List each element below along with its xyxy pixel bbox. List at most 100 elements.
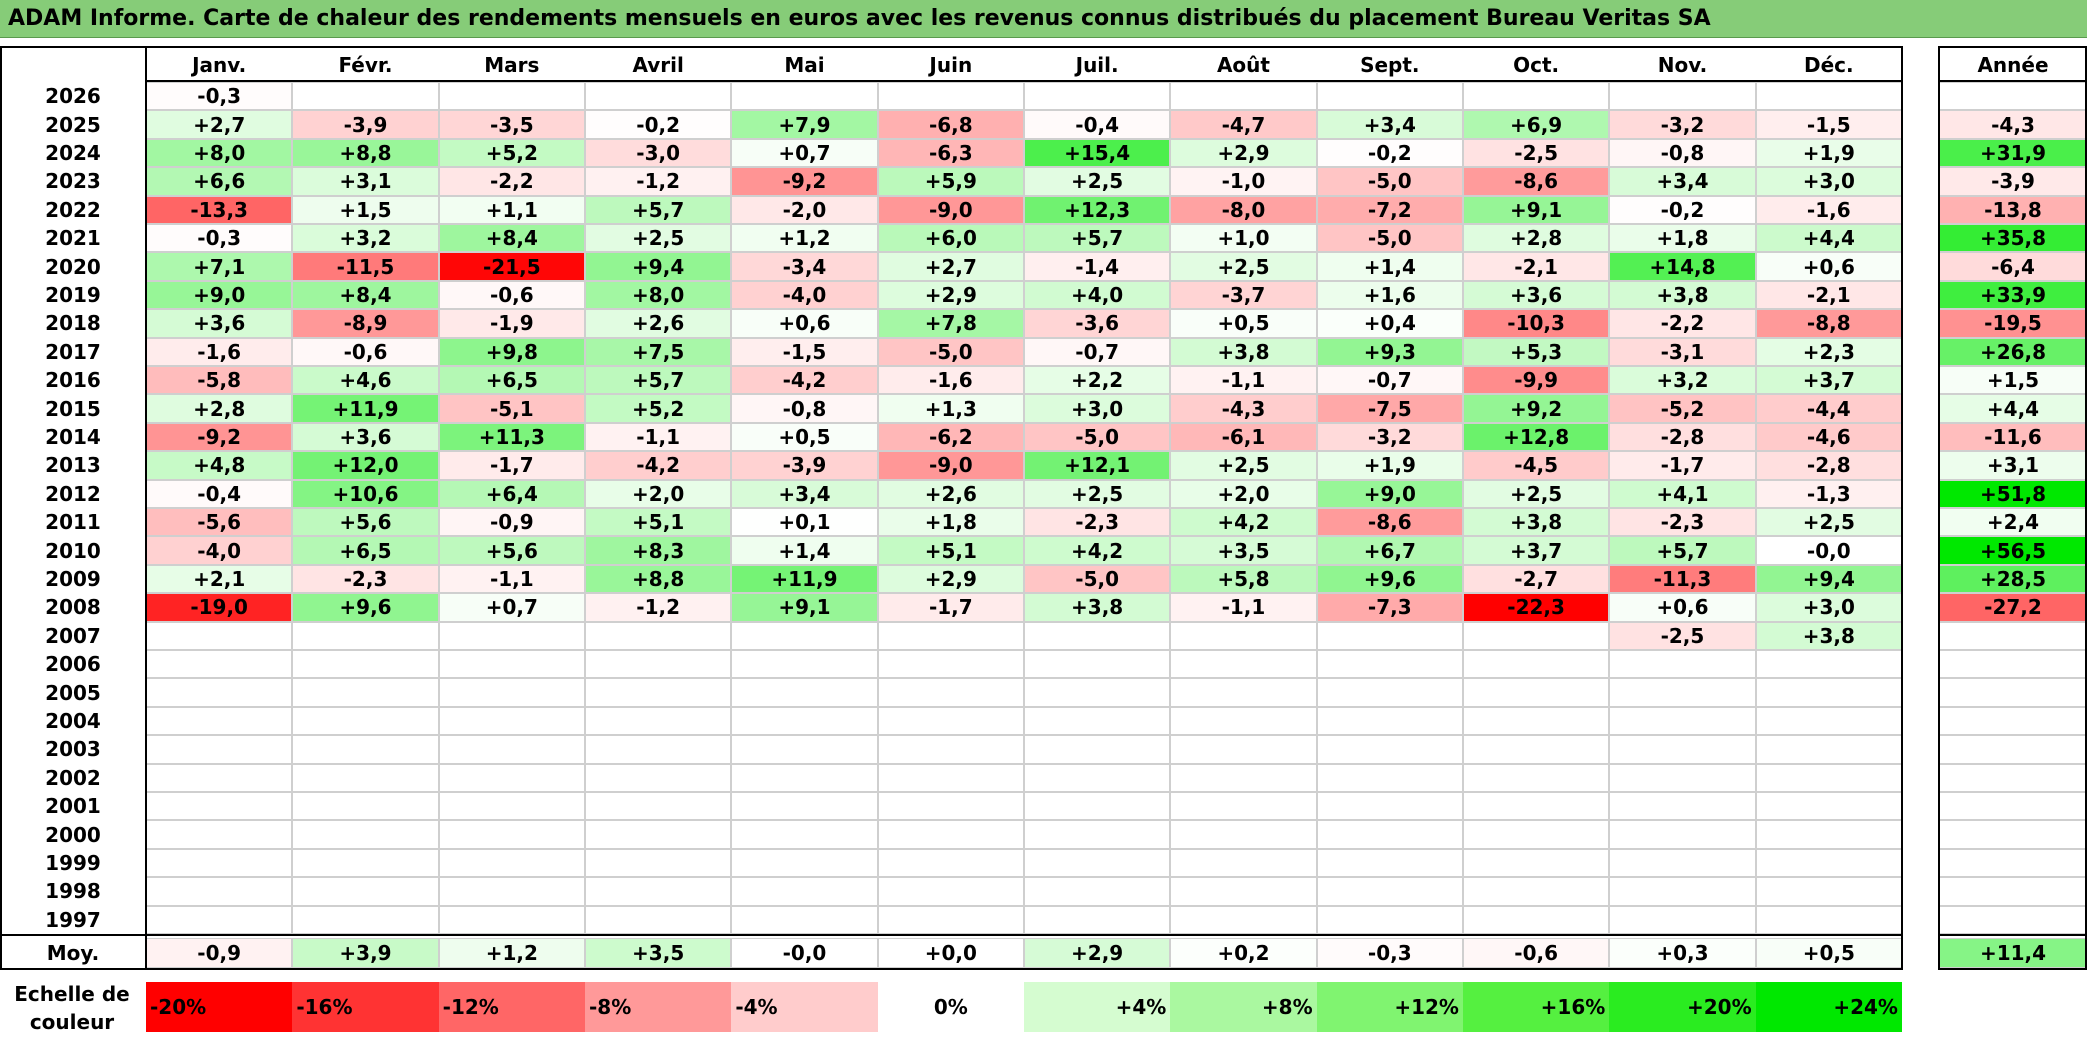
- heatmap-cell: [146, 650, 293, 679]
- heatmap-cell: -2,8: [1755, 451, 1902, 480]
- heatmap-cell: -3,6: [1023, 309, 1171, 338]
- annual-cell: +51,8: [1939, 479, 2087, 508]
- year-label: 2007: [45, 623, 101, 648]
- heatmap-cell: -1,1: [1170, 593, 1317, 622]
- average-cell: +0,0: [877, 938, 1024, 968]
- heatmap-cell: +2,6: [877, 479, 1024, 508]
- heatmap-cell: [731, 905, 878, 934]
- heatmap-cell: -1,1: [584, 422, 732, 452]
- heatmap-cell: [292, 621, 439, 650]
- year-label: 2010: [45, 538, 101, 563]
- heatmap-cell: +9,3: [1316, 337, 1463, 366]
- heatmap-cell: -0,7: [1023, 337, 1171, 366]
- annual-cell: +31,9: [1939, 138, 2087, 168]
- year-label: 2003: [45, 737, 101, 762]
- heatmap-cell: +5,7: [1609, 536, 1756, 565]
- heatmap-cell: +1,8: [1609, 224, 1756, 253]
- heatmap-cell: [438, 905, 585, 934]
- heatmap-cell: -1,7: [438, 451, 585, 480]
- heatmap-cell: [1462, 678, 1610, 707]
- year-label: 2016: [45, 368, 101, 393]
- heatmap-cell: [438, 763, 585, 792]
- heatmap-cell: +9,4: [1755, 564, 1902, 594]
- heatmap-cell: [731, 792, 878, 821]
- heatmap-cell: -0,3: [146, 82, 293, 111]
- heatmap-cell: -2,8: [1609, 422, 1756, 452]
- heatmap-cell: -2,3: [292, 564, 439, 594]
- heatmap-cell: +9,0: [146, 280, 293, 310]
- color-scale-swatch: +4%: [1023, 982, 1171, 1032]
- heatmap-cell: [146, 735, 293, 764]
- heatmap-cell: -3,1: [1609, 337, 1756, 366]
- heatmap-cell: +9,1: [731, 593, 878, 622]
- heatmap-cell: [146, 621, 293, 650]
- heatmap-cell: [1462, 763, 1610, 792]
- heatmap-cell: -5,2: [1609, 394, 1756, 423]
- heatmap-cell: [1609, 905, 1756, 934]
- heatmap-cell: +6,5: [292, 536, 439, 565]
- annual-cell: [1939, 621, 2087, 650]
- heatmap-cell: -0,8: [731, 394, 878, 423]
- heatmap-cell: [1170, 905, 1317, 934]
- heatmap-cell: +5,2: [584, 394, 732, 423]
- heatmap-cell: [146, 763, 293, 792]
- heatmap-cell: -3,5: [438, 110, 585, 139]
- heatmap-cell: -4,4: [1755, 394, 1902, 423]
- heatmap-cell: -6,2: [877, 422, 1024, 452]
- heatmap-cell: -21,5: [438, 252, 585, 281]
- color-scale-label: Echelle de couleur: [14, 982, 130, 1034]
- heatmap-cell: +12,1: [1023, 451, 1171, 480]
- heatmap-cell: -4,2: [731, 366, 878, 395]
- heatmap-cell: -9,9: [1462, 366, 1610, 395]
- heatmap-cell: -7,3: [1316, 593, 1463, 622]
- heatmap-cell: -13,3: [146, 195, 293, 224]
- heatmap-cell: -3,0: [584, 138, 732, 168]
- heatmap-cell: +0,7: [438, 593, 585, 622]
- heatmap-cell: [877, 735, 1024, 764]
- heatmap-cell: +12,3: [1023, 195, 1171, 224]
- heatmap-cell: +2,1: [146, 564, 293, 594]
- heatmap-cell: [731, 621, 878, 650]
- heatmap-cell: [1609, 735, 1756, 764]
- heatmap-cell: -1,6: [1755, 195, 1902, 224]
- heatmap-cell: [584, 848, 732, 878]
- heatmap-cell: +3,0: [1755, 593, 1902, 622]
- heatmap-cell: -5,0: [877, 337, 1024, 366]
- year-label: 2022: [45, 197, 101, 222]
- heatmap-cell: +3,7: [1462, 536, 1610, 565]
- heatmap-cell: -4,0: [731, 280, 878, 310]
- year-label: 2008: [45, 595, 101, 620]
- annual-cell: +3,1: [1939, 451, 2087, 480]
- heatmap-cell: [731, 678, 878, 707]
- color-scale-swatch: +12%: [1316, 982, 1463, 1032]
- heatmap-cell: [1170, 792, 1317, 821]
- heatmap-cell: [1462, 792, 1610, 821]
- annual-cell: [1939, 678, 2087, 707]
- heatmap-cell: +11,9: [731, 564, 878, 594]
- heatmap-cell: [584, 792, 732, 821]
- heatmap-cell: +5,6: [292, 508, 439, 537]
- heatmap-cell: -0,4: [146, 479, 293, 508]
- heatmap-cell: +2,8: [1462, 224, 1610, 253]
- heatmap-cell: [1316, 848, 1463, 878]
- heatmap-cell: [292, 763, 439, 792]
- year-label: 2001: [45, 794, 101, 819]
- heatmap-cell: +0,1: [731, 508, 878, 537]
- heatmap-cell: -0,2: [584, 110, 732, 139]
- heatmap-cell: [438, 650, 585, 679]
- annual-cell: +1,5: [1939, 366, 2087, 395]
- heatmap-cell: [146, 678, 293, 707]
- heatmap-cell: -8,6: [1462, 167, 1610, 196]
- heatmap-cell: -3,4: [731, 252, 878, 281]
- heatmap-cell: +8,8: [292, 138, 439, 168]
- year-label: 2015: [45, 396, 101, 421]
- heatmap-cell: +3,8: [1462, 508, 1610, 537]
- year-label: 2009: [45, 566, 101, 591]
- annual-cell: [1939, 905, 2087, 934]
- heatmap-cell: +4,4: [1755, 224, 1902, 253]
- heatmap-cell: +11,9: [292, 394, 439, 423]
- heatmap-cell: +8,0: [146, 138, 293, 168]
- heatmap-cell: [292, 848, 439, 878]
- heatmap-cell: -0,2: [1316, 138, 1463, 168]
- year-label: 1999: [45, 850, 101, 875]
